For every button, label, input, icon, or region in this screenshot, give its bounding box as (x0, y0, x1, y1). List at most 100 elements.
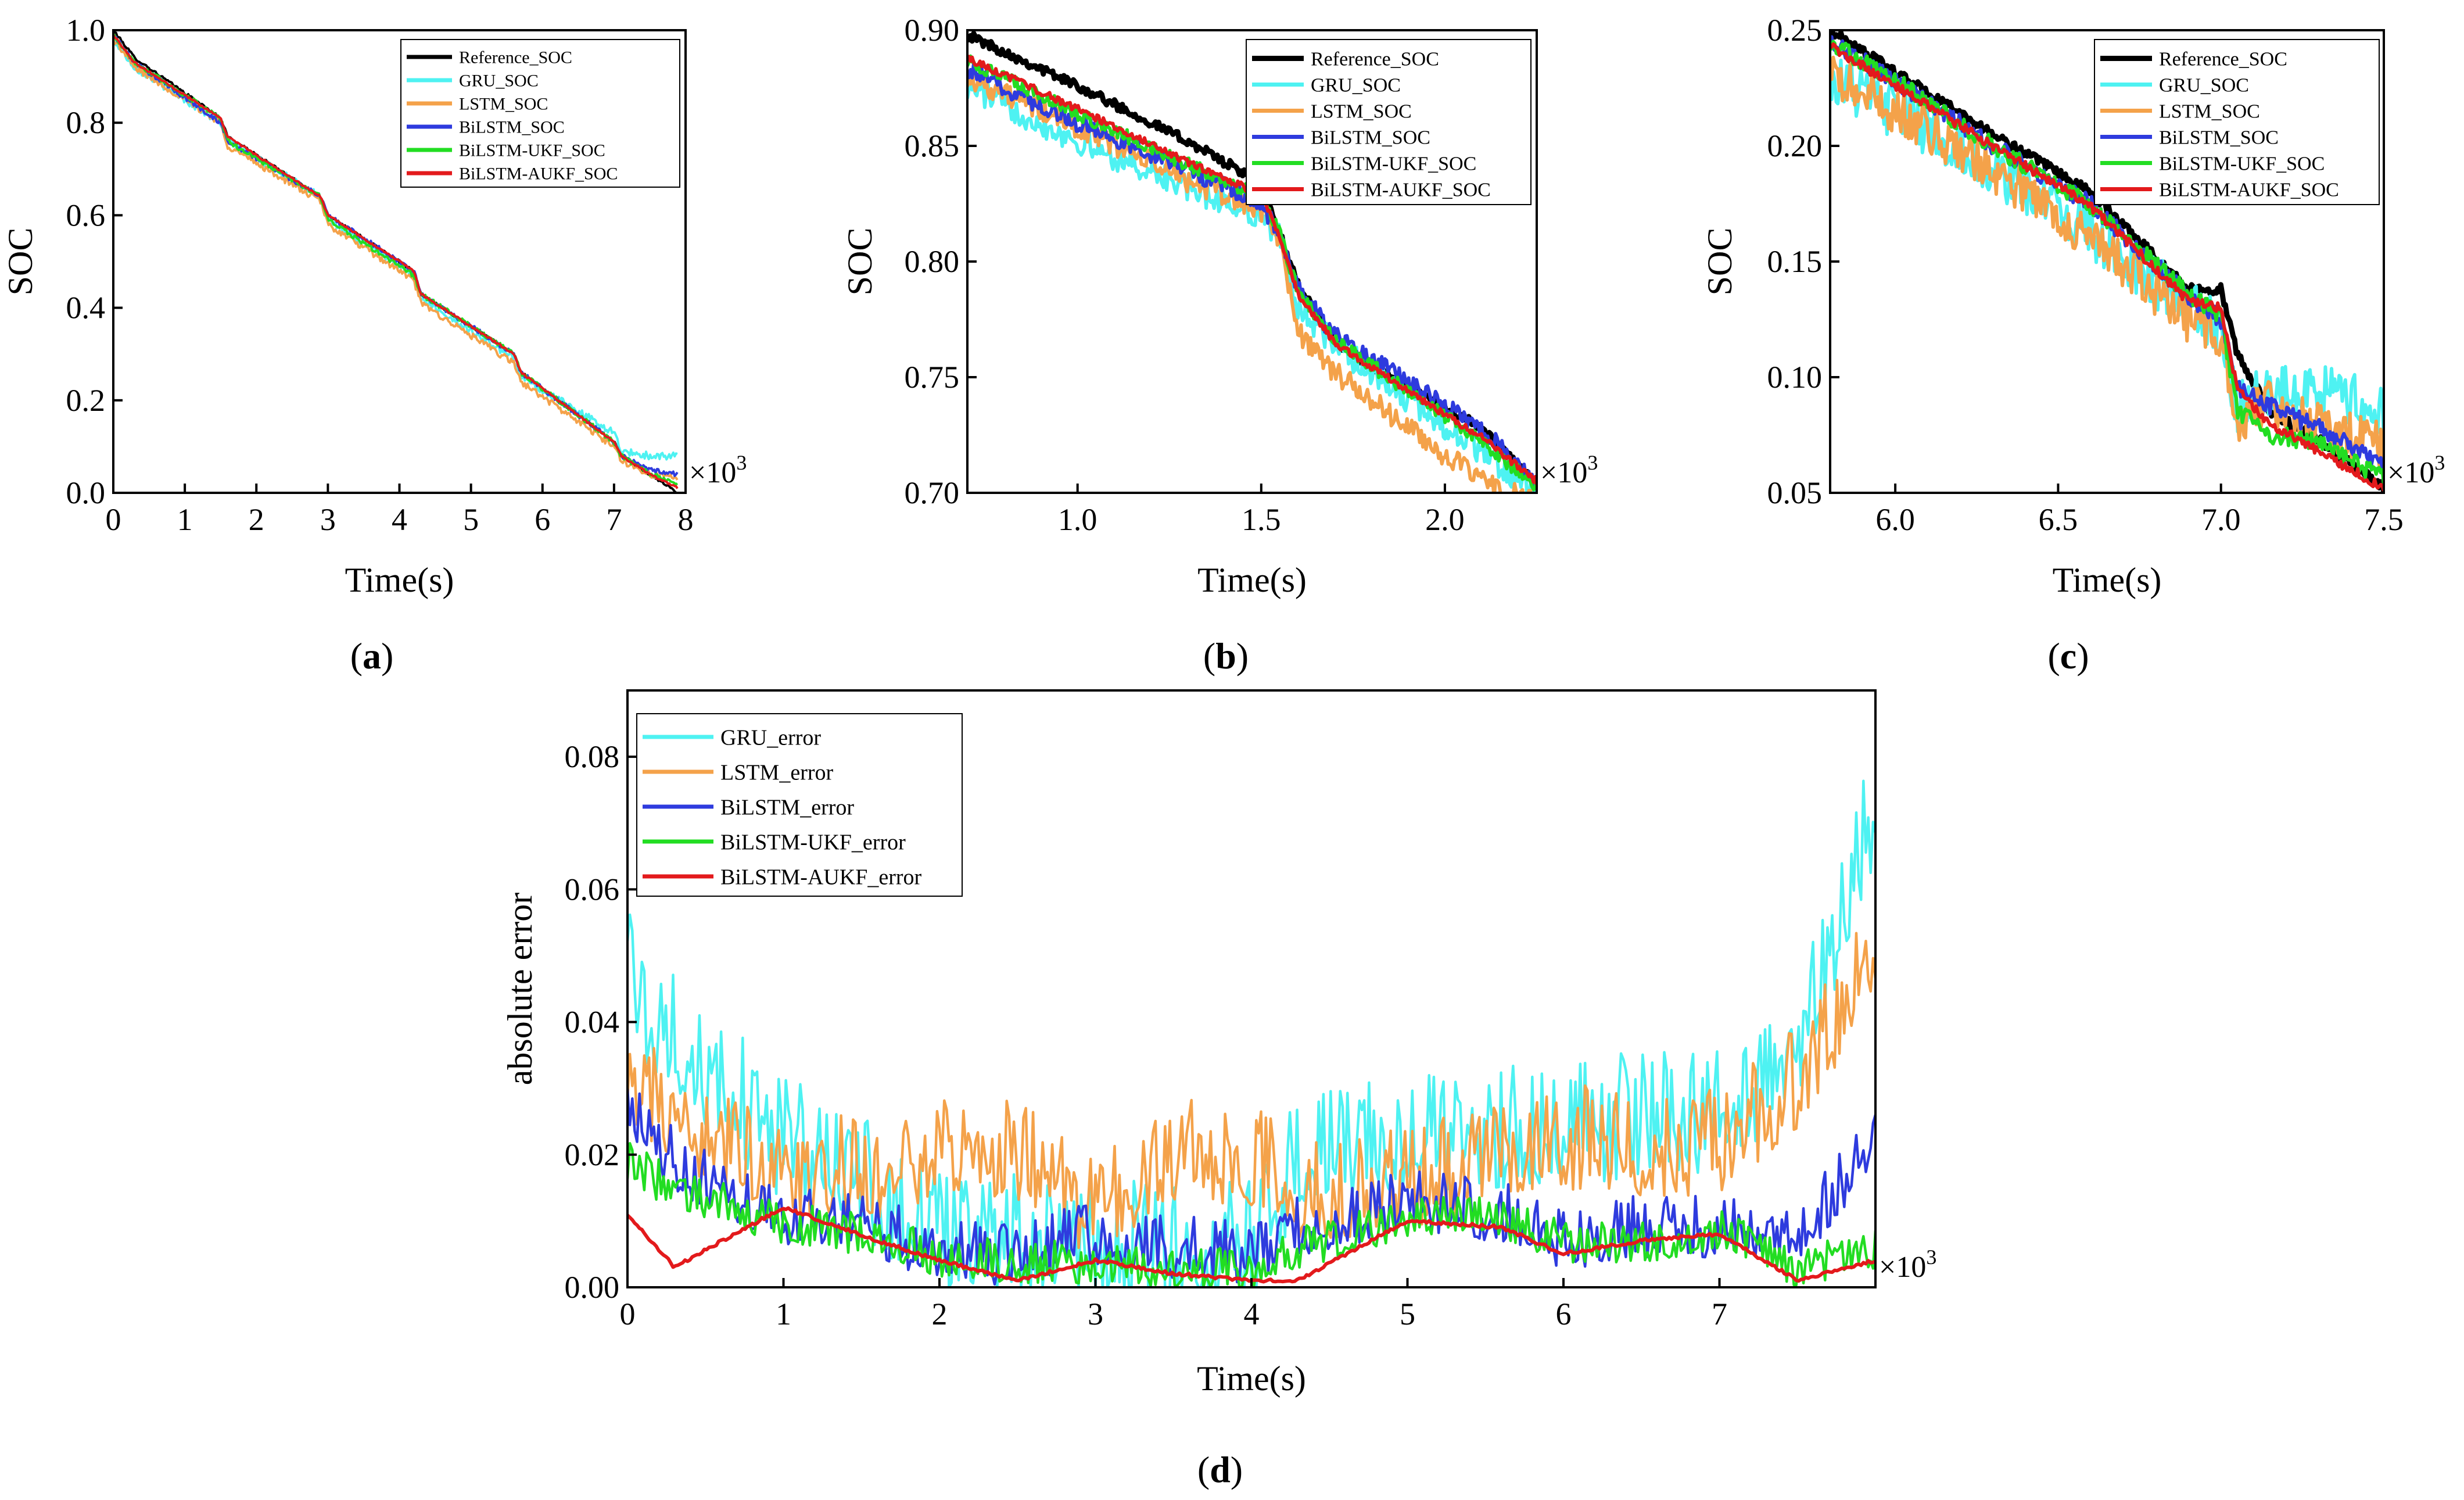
panel-c-label: (c) (2047, 635, 2089, 676)
legend-label-d-bilstm-ukf-error: BiLSTM-UKF_error (720, 830, 906, 854)
y-axis-label-b: SOC (841, 228, 879, 296)
y-tick-label-d: 0.02 (565, 1137, 620, 1172)
x-tick-label-a: 5 (463, 502, 479, 537)
x-tick-label-d: 2 (932, 1297, 948, 1331)
x-tick-label-d: 4 (1244, 1297, 1260, 1331)
legend-label-c-gru-soc: GRU_SOC (2159, 74, 2249, 96)
y-tick-label-d: 0.06 (565, 872, 620, 907)
x-tick-label-d: 7 (1712, 1297, 1727, 1331)
legend-label-a-lstm-soc: LSTM_SOC (459, 95, 548, 114)
y-tick-label-d: 0.00 (565, 1270, 620, 1305)
y-tick-label-b: 0.85 (905, 128, 960, 163)
y-tick-label-a: 0.0 (66, 475, 106, 510)
x-multiplier-a: ×103 (689, 451, 747, 489)
legend-label-c-bilstm-soc: BiLSTM_SOC (2159, 127, 2279, 148)
panel-b-label: (b) (1203, 635, 1249, 676)
legend-label-a-reference-soc: Reference_SOC (459, 48, 572, 67)
x-tick-label-d: 3 (1088, 1297, 1103, 1331)
series-line-d-lstm-error (627, 932, 1875, 1250)
legend-label-a-gru-soc: GRU_SOC (459, 71, 539, 91)
legend-label-c-bilstm-aukf-soc: BiLSTM-AUKF_SOC (2159, 179, 2339, 201)
x-tick-label-a: 0 (106, 502, 121, 537)
panel-d-label: (d) (1197, 1449, 1243, 1490)
y-tick-label-b: 0.90 (905, 13, 960, 48)
y-tick-label-b: 0.70 (905, 475, 960, 510)
series-line-c-bilstm-aukf-soc (1830, 42, 2384, 492)
legend-c: Reference_SOC GRU_SOC LSTM_SOC BiLSTM_SOC Bi… (2094, 39, 2380, 205)
y-tick-label-a: 0.6 (66, 198, 106, 232)
y-axis-label-c: SOC (1701, 228, 1739, 296)
legend-label-c-reference-soc: Reference_SOC (2159, 48, 2287, 70)
legend-label-a-bilstm-ukf-soc: BiLSTM-UKF_SOC (459, 141, 605, 160)
legend-label-d-bilstm-aukf-error: BiLSTM-AUKF_error (720, 865, 922, 889)
y-tick-label-b: 0.80 (905, 244, 960, 279)
x-axis-label-c: Time(s) (2053, 561, 2162, 599)
x-tick-label-a: 4 (392, 502, 407, 537)
series-line-d-bilstm-ukf-error (627, 1142, 1875, 1287)
legend-label-d-bilstm-error: BiLSTM_error (720, 795, 854, 819)
x-axis-label-b: Time(s) (1197, 561, 1307, 599)
x-axis-label-d: Time(s) (1197, 1359, 1306, 1398)
x-tick-label-a: 8 (678, 502, 694, 537)
y-tick-label-a: 0.8 (66, 105, 106, 140)
y-tick-label-c: 0.10 (1767, 360, 1823, 395)
x-tick-label-d: 1 (776, 1297, 791, 1331)
x-tick-label-d: 6 (1556, 1297, 1572, 1331)
x-multiplier-d: ×103 (1879, 1245, 1936, 1284)
legend-label-a-bilstm-soc: BiLSTM_SOC (459, 118, 565, 137)
panel-b: (b) 1.0 1.5 2.0 0.70 0.75 0.80 0.85 0.90 ×103 Tim… (841, 13, 1598, 676)
legend-label-c-lstm-soc: LSTM_SOC (2159, 101, 2260, 122)
legend-label-b-reference-soc: Reference_SOC (1311, 48, 1439, 70)
x-tick-label-a: 6 (535, 502, 550, 537)
legend-label-b-bilstm-aukf-soc: BiLSTM-AUKF_SOC (1311, 179, 1491, 201)
x-multiplier-c: ×103 (2387, 451, 2445, 489)
y-tick-label-d: 0.08 (565, 739, 620, 774)
x-axis-label-a: Time(s) (345, 561, 454, 599)
legend-d: GRU_error LSTM_error BiLSTM_error BiLSTM-UK… (636, 713, 963, 897)
legend-box-a (400, 39, 680, 188)
y-tick-label-c: 0.05 (1767, 475, 1823, 510)
legend-label-d-gru-error: GRU_error (720, 725, 821, 750)
x-tick-label-d: 5 (1400, 1297, 1415, 1331)
legend-label-b-gru-soc: GRU_SOC (1311, 74, 1401, 96)
x-tick-label-c: 7.0 (2201, 502, 2241, 537)
plot-area-a (113, 30, 679, 493)
x-multiplier-b: ×103 (1540, 451, 1598, 489)
x-tick-label-c: 7.5 (2364, 502, 2404, 537)
legend-b: Reference_SOC GRU_SOC LSTM_SOC BiLSTM_SOC Bi… (1246, 39, 1532, 205)
legend-label-b-bilstm-ukf-soc: BiLSTM-UKF_SOC (1311, 153, 1476, 174)
panel-a-label: (a) (350, 635, 394, 676)
y-tick-label-d: 0.04 (565, 1005, 620, 1040)
legend-label-c-bilstm-ukf-soc: BiLSTM-UKF_SOC (2159, 153, 2325, 174)
y-tick-label-a: 0.2 (66, 383, 106, 418)
plot-area-c (1830, 30, 2384, 493)
panel-d: (d) 0 1 2 3 4 5 6 7 0.00 0.02 0.04 0.06 0.08 ×103 Time… (501, 689, 1936, 1490)
x-tick-label-c: 6.0 (1875, 502, 1915, 537)
y-tick-label-a: 0.4 (66, 291, 106, 325)
legend-a: Reference_SOC GRU_SOC LSTM_SOC BiLSTM_SOC Bi… (400, 39, 680, 188)
y-tick-label-c: 0.20 (1767, 128, 1823, 163)
legend-box-b (1246, 39, 1532, 205)
legend-box-c (2094, 39, 2380, 205)
panel-a: (a) 0 1 2 3 4 5 6 7 8 0.0 0.2 0.4 0.6 0.8 1.0 ×103 Time(… (1, 13, 747, 676)
legend-label-a-bilstm-aukf-soc: BiLSTM-AUKF_SOC (459, 164, 618, 184)
y-tick-label-a: 1.0 (66, 13, 106, 48)
x-tick-label-a: 1 (177, 502, 193, 537)
x-tick-label-a: 2 (249, 502, 264, 537)
x-tick-label-b: 2.0 (1425, 502, 1465, 537)
legend-label-b-bilstm-soc: BiLSTM_SOC (1311, 127, 1430, 148)
legend-label-b-lstm-soc: LSTM_SOC (1311, 101, 1412, 122)
y-tick-label-b: 0.75 (905, 360, 960, 395)
y-tick-label-c: 0.15 (1767, 244, 1823, 279)
x-tick-label-d: 0 (620, 1297, 636, 1331)
x-tick-label-a: 7 (606, 502, 622, 537)
x-tick-label-a: 3 (320, 502, 336, 537)
x-tick-label-c: 6.5 (2039, 502, 2078, 537)
series-line-a-bilstm-aukf-soc (113, 34, 679, 489)
panel-c: (c) 6.0 6.5 7.0 7.5 0.05 0.10 0.15 0.20 0.25 ×103… (1701, 13, 2445, 676)
x-tick-label-b: 1.0 (1058, 502, 1097, 537)
legend-label-d-lstm-error: LSTM_error (720, 760, 834, 785)
y-axis-label-a: SOC (1, 228, 40, 296)
y-axis-label-d: absolute error (501, 893, 539, 1086)
